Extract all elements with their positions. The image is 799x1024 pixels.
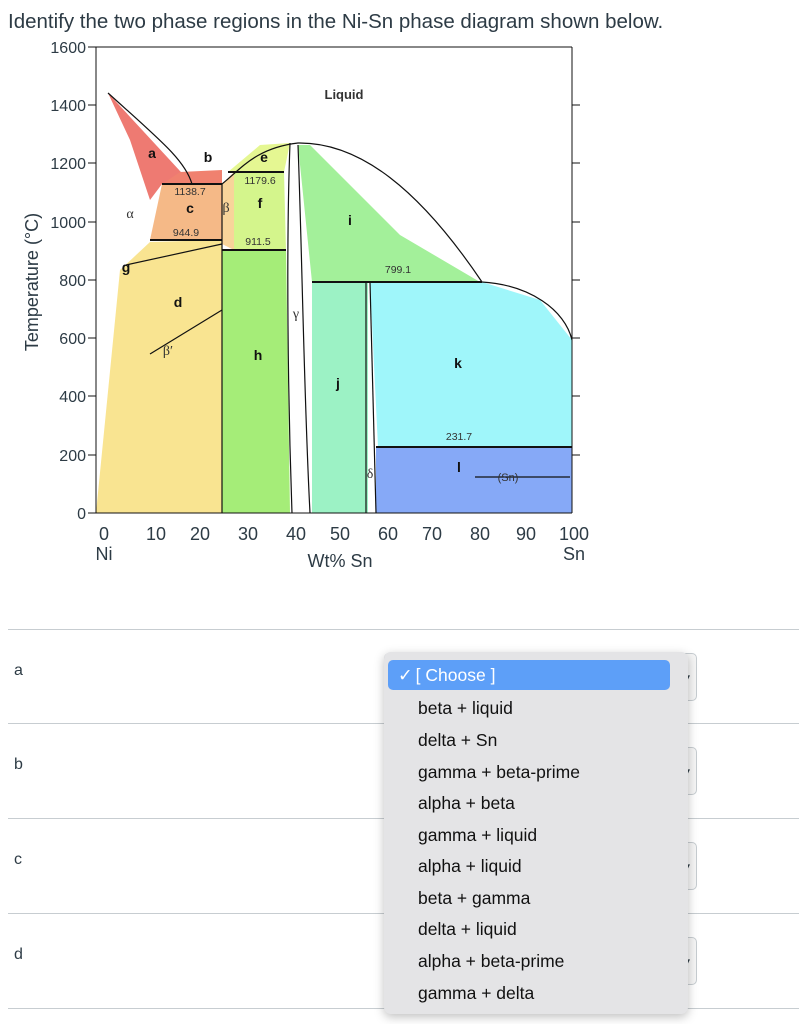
x-axis-label: Wt% Sn [307, 551, 372, 571]
y-tick-label: 0 [77, 506, 86, 523]
temp-label: 911.5 [245, 236, 271, 248]
y-tick-label: 1000 [50, 215, 86, 232]
region-i-fill [298, 145, 480, 282]
dropdown-option[interactable]: gamma + beta-prime [418, 762, 580, 782]
x-tick-label: 40 [286, 524, 306, 544]
x-tick-label: 100 [559, 524, 589, 544]
phase-boundaries [107, 92, 573, 514]
x-right-element: Sn [563, 544, 585, 564]
dropdown-menu: ✓[ Choose ] beta + liquid delta + Sn gam… [384, 652, 688, 1014]
region-b-fill [162, 170, 222, 184]
y-tick-label: 600 [59, 331, 86, 348]
gamma-label: γ [292, 307, 299, 322]
region-e-fill [228, 143, 290, 172]
region-c-fill [150, 184, 222, 240]
dropdown-option[interactable]: gamma + liquid [418, 825, 538, 845]
x-tick-label: 80 [470, 524, 490, 544]
dropdown-option[interactable]: delta + Sn [418, 730, 498, 750]
region-label-d: d [174, 294, 183, 310]
x-tick-label: 70 [422, 524, 442, 544]
dropdown-option[interactable]: delta + liquid [418, 919, 517, 939]
beta-label: β [222, 201, 229, 216]
delta-label: δ [367, 467, 374, 482]
region-h-fill [222, 250, 290, 513]
dropdown-option[interactable]: alpha + liquid [418, 856, 522, 876]
y-tick-label: 1600 [50, 40, 86, 57]
temp-label: 1138.7 [174, 186, 205, 198]
region-labels: a b c d e f g h i j k l [122, 145, 462, 475]
dropdown-option-selected[interactable]: ✓[ Choose ] [388, 660, 670, 690]
x-left-element: Ni [96, 544, 113, 564]
region-label-l: l [457, 459, 461, 475]
x-tick-label: 50 [330, 524, 350, 544]
region-label-g: g [122, 259, 131, 275]
y-tick-label: 1200 [50, 156, 86, 173]
region-label-j: j [335, 375, 340, 391]
region-d-fill [96, 240, 222, 513]
y-tick-label: 1400 [50, 98, 86, 115]
region-k-fill [370, 282, 572, 447]
phase-labels: Liquid α β β′ γ δ (Sn) [126, 87, 518, 484]
region-label-e: e [260, 149, 268, 165]
region-beta-fill [222, 172, 234, 250]
x-tick-label: 10 [146, 524, 166, 544]
region-a-fill [108, 93, 192, 200]
temperature-labels: 1138.7 944.9 1179.6 911.5 799.1 231.7 [173, 175, 472, 443]
x-tick-label: 0 [99, 524, 109, 544]
row-label-c: c [14, 851, 22, 868]
row-label-a: a [14, 662, 23, 679]
region-j-fill [312, 282, 368, 513]
y-tick-label: 800 [59, 273, 86, 290]
y-tick-label: 400 [59, 389, 86, 406]
row-label-d: d [14, 946, 23, 963]
dropdown-selected-label: [ Choose ] [415, 665, 496, 685]
y-tick-labels: 1600 1400 1200 1000 800 600 400 200 0 [50, 40, 86, 523]
temp-label: 944.9 [173, 227, 199, 239]
region-label-a: a [148, 145, 156, 161]
region-label-h: h [254, 347, 263, 363]
checkmark-icon: ✓ [398, 665, 413, 685]
axes-ticks [88, 46, 580, 514]
region-label-b: b [204, 149, 213, 165]
dropdown-option[interactable]: beta + liquid [418, 698, 513, 718]
temp-label: 799.1 [385, 264, 411, 276]
row-divider [8, 629, 799, 630]
region-f-fill [234, 172, 286, 250]
x-tick-label: 90 [516, 524, 536, 544]
alpha-label: α [126, 207, 134, 222]
phase-diagram: 1600 1400 1200 1000 800 600 400 200 0 Te… [22, 40, 590, 571]
region-label-c: c [186, 200, 194, 216]
dropdown-option[interactable]: alpha + beta-prime [418, 951, 565, 971]
region-label-f: f [258, 195, 263, 211]
liquid-label: Liquid [325, 87, 364, 102]
region-label-k: k [454, 355, 462, 371]
temp-label: 231.7 [446, 431, 472, 443]
temp-label: 1179.6 [244, 175, 275, 187]
y-tick-label: 200 [59, 448, 86, 465]
region-l-fill [376, 447, 572, 513]
x-tick-label: 30 [238, 524, 258, 544]
region-label-i: i [348, 212, 352, 228]
phase-regions [96, 93, 572, 513]
dropdown-option[interactable]: gamma + delta [418, 983, 535, 1003]
x-tick-label: 20 [190, 524, 210, 544]
y-axis-label: Temperature (°C) [22, 213, 42, 351]
sn-label: (Sn) [498, 472, 519, 484]
x-tick-labels: 0 10 20 30 40 50 60 70 80 90 100 Ni Sn W… [96, 524, 590, 571]
beta-prime-label: β′ [163, 344, 173, 359]
dropdown-option[interactable]: alpha + beta [418, 793, 515, 813]
x-tick-label: 60 [378, 524, 398, 544]
question-text: Identify the two phase regions in the Ni… [8, 10, 664, 33]
dropdown-option[interactable]: beta + gamma [418, 888, 531, 908]
row-label-b: b [14, 756, 23, 773]
